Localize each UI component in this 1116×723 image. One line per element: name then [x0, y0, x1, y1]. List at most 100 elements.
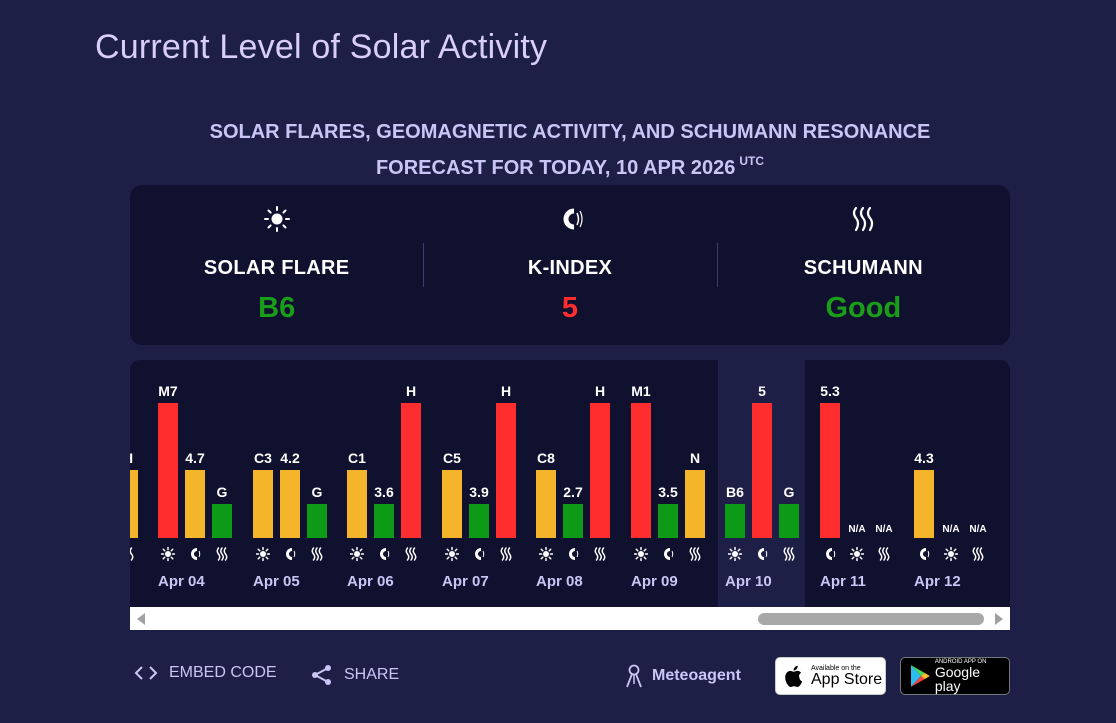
waves-icon: [310, 547, 324, 566]
scroll-thumb[interactable]: [758, 613, 984, 625]
flare-bar: [253, 470, 273, 538]
flare-bar-label: C3: [254, 450, 272, 466]
sun-icon: [444, 546, 460, 566]
schumann-bar: [212, 504, 232, 538]
schumann-bar-label: G: [216, 484, 228, 500]
day-date-label: Apr 05: [253, 573, 300, 590]
meteoagent-link[interactable]: Meteoagent: [624, 664, 741, 688]
schumann-bar-label: G: [311, 484, 323, 500]
schumann-na-label: N/A: [969, 524, 987, 535]
day-date-label: Apr 06: [347, 573, 394, 590]
schumann-bar: [590, 403, 610, 538]
sun-icon: [943, 546, 959, 566]
apple-icon: [785, 665, 803, 688]
meteoagent-logo-icon: [626, 664, 642, 688]
magnet-icon: [566, 547, 580, 566]
share-button[interactable]: SHARE: [311, 664, 399, 686]
k-index-bar-label: 5: [758, 383, 766, 399]
k-index-bar-label: 4.2: [280, 450, 300, 466]
schumann-bar-label: H: [130, 450, 148, 466]
schumann-bar-label: H: [594, 383, 606, 399]
flare-na-label: N/A: [848, 524, 866, 535]
waves-icon: [688, 547, 702, 566]
flare-bar-label: B6: [726, 484, 744, 500]
scroll-left-arrow[interactable]: [137, 613, 145, 625]
flare-bar: [631, 403, 651, 538]
page-title: Current Level of Solar Activity: [95, 28, 548, 66]
magnet-icon: [755, 547, 769, 566]
summary-solar-flare: SOLAR FLARE B6: [130, 185, 423, 345]
flare-bar-label: C8: [537, 450, 555, 466]
magnet-icon: [556, 205, 584, 233]
k-index-bar: [185, 470, 205, 538]
waves-icon: [404, 547, 418, 566]
schumann-bar: [307, 504, 327, 538]
app-store-button[interactable]: Available on the App Store: [775, 657, 886, 695]
day-date-label: Apr 12: [914, 573, 961, 590]
k-index-bar: [752, 403, 772, 538]
waves-icon: [499, 547, 513, 566]
google-play-button[interactable]: ANDROID APP ON Google play: [900, 657, 1010, 695]
summary-schumann: SCHUMANN Good: [716, 185, 1010, 345]
flare-bar: [442, 470, 462, 538]
code-icon: [134, 666, 158, 680]
k-index-bar: [374, 504, 394, 538]
sun-icon: [633, 546, 649, 566]
flare-bar: [725, 504, 745, 538]
schumann-bar-label: N: [689, 450, 701, 466]
google-play-icon: [910, 665, 930, 687]
magnet-icon: [472, 547, 486, 566]
meteoagent-label: Meteoagent: [652, 667, 741, 684]
k-index-bar-label: 4.3: [914, 450, 934, 466]
google-play-big: Google play: [934, 664, 980, 694]
magnet-icon: [377, 547, 391, 566]
schumann-bar: [779, 504, 799, 538]
forecast-subtitle: SOLAR FLARES, GEOMAGNETIC ACTIVITY, AND …: [130, 118, 1010, 183]
waves-icon: [971, 547, 985, 566]
share-label: SHARE: [344, 666, 400, 683]
google-play-small: ANDROID APP ON: [934, 659, 987, 665]
waves-icon: [849, 205, 877, 233]
summary-k-index: K-INDEX 5: [423, 185, 716, 345]
flare-bar-label: M1: [631, 383, 651, 399]
embed-code-label: EMBED CODE: [169, 664, 277, 681]
flare-bar-label: C5: [443, 450, 461, 466]
magnet-icon: [188, 547, 202, 566]
schumann-bar: [130, 470, 138, 538]
schumann-na-label: N/A: [875, 524, 893, 535]
today-summary-panel: SOLAR FLARE B6 K-INDEX 5 SCHUMANN Good: [130, 185, 1010, 345]
sun-icon: [349, 546, 365, 566]
day-date-label: Apr 10: [725, 573, 772, 590]
k-index-bar: [280, 470, 300, 538]
day-date-label: Apr 08: [536, 573, 583, 590]
sun-icon: [160, 546, 176, 566]
sun-icon: [263, 205, 291, 233]
app-store-text: Available on the App Store: [811, 665, 882, 688]
activity-timeline[interactable]: H M7 4.7 G Apr 04 C3 4.2 G Apr 05 C1 3.6 H Apr 06 C5 3…: [130, 360, 1010, 607]
schumann-label: SCHUMANN: [803, 257, 923, 279]
subtitle-line-2: FORECAST FOR TODAY, 10 APR 2026 UTC: [130, 147, 1010, 183]
schumann-value: Good: [825, 292, 902, 324]
flare-bar: [347, 470, 367, 538]
k-index-bar: [820, 403, 840, 538]
k-index-bar: [914, 470, 934, 538]
magnet-icon: [917, 547, 931, 566]
subtitle-date: FORECAST FOR TODAY, 10 APR 2026: [375, 157, 736, 179]
k-index-bar-label: 3.6: [374, 484, 394, 500]
day-date-label: Apr 11: [820, 573, 866, 590]
google-play-text: ANDROID APP ON Google play: [935, 659, 1009, 693]
k-index-bar-label: 2.7: [563, 484, 583, 500]
app-store-big: App Store: [811, 670, 883, 688]
k-index-bar-label: 4.7: [185, 450, 205, 466]
k-index-value: 5: [561, 292, 579, 324]
waves-icon: [877, 547, 891, 566]
k-index-bar-label: 5.3: [820, 383, 840, 399]
scroll-right-arrow[interactable]: [995, 613, 1003, 625]
embed-code-button[interactable]: EMBED CODE: [133, 664, 277, 682]
schumann-bar-label: G: [783, 484, 795, 500]
timeline-scrollbar[interactable]: [130, 607, 1010, 630]
schumann-bar: [401, 403, 421, 538]
day-date-label: Apr 04: [158, 573, 205, 590]
sun-icon: [849, 546, 865, 566]
schumann-bar-label: H: [405, 383, 417, 399]
